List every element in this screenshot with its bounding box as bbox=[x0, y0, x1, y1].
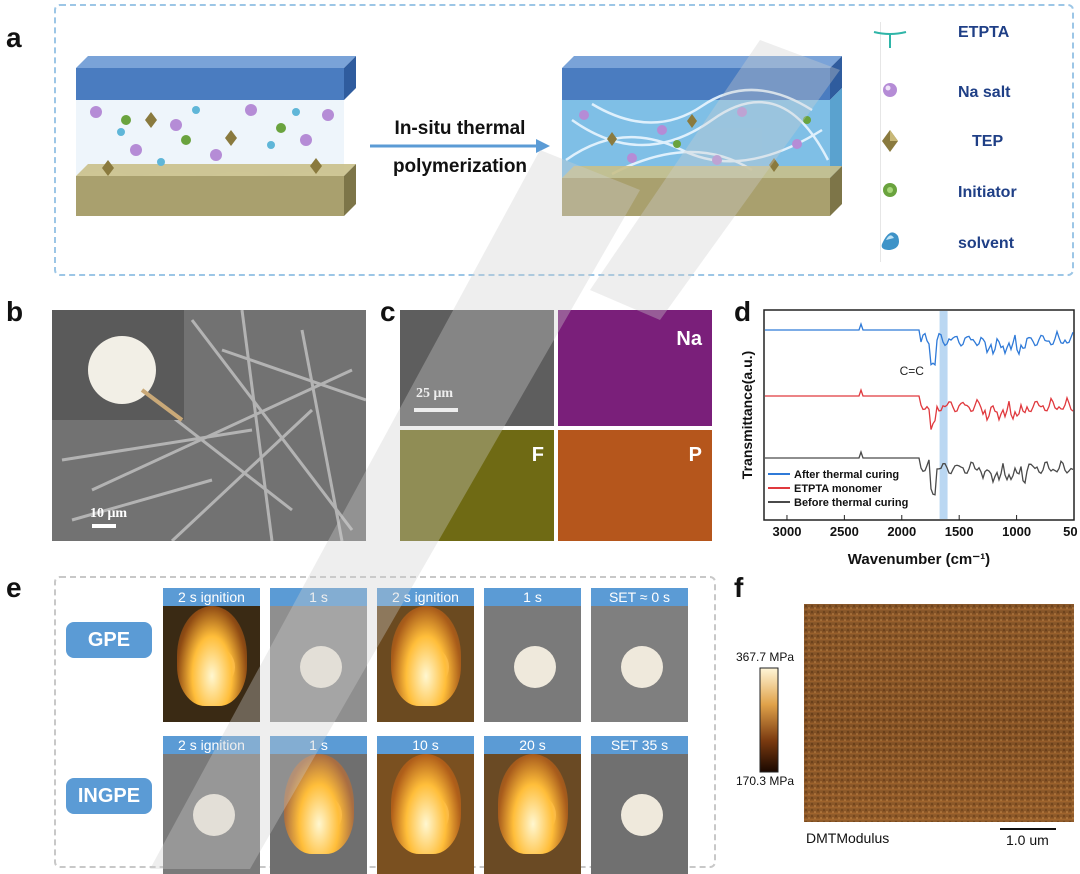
x-tick-label: 1500 bbox=[945, 524, 974, 539]
panel-label-f: f bbox=[734, 572, 744, 603]
ftir-chart: 3000 2500 2000 1500 1000 500 After thermal cu… bbox=[739, 309, 1078, 568]
flame-tile bbox=[163, 606, 260, 722]
flame-tile bbox=[270, 754, 367, 874]
legend-solvent: solvent bbox=[958, 235, 1015, 252]
scale-bar-c bbox=[414, 408, 458, 412]
flame-glow bbox=[391, 606, 461, 706]
scale-label-c: 25 μm bbox=[416, 386, 454, 401]
flame-glow bbox=[177, 606, 247, 706]
legend-icons bbox=[873, 31, 907, 250]
electrolyte-disc bbox=[621, 646, 663, 688]
x-tick-label: 1000 bbox=[1002, 524, 1031, 539]
flame-tile-label: 1 s bbox=[484, 588, 581, 606]
colorbar-max-label: 367.7 MPa bbox=[736, 650, 795, 664]
eds-map-p: P bbox=[558, 430, 712, 541]
series-line-2 bbox=[765, 449, 1074, 496]
arrow-label-line2: polymerization bbox=[392, 156, 528, 177]
polymerization-arrow bbox=[370, 139, 550, 153]
scale-bar-b bbox=[92, 524, 116, 528]
panel-label-c: c bbox=[380, 296, 396, 327]
flame-tile-label: 2 s ignition bbox=[163, 736, 260, 754]
panel-label-e: e bbox=[6, 572, 22, 603]
flame-tile bbox=[484, 754, 581, 874]
legend-label-2: Before thermal curing bbox=[794, 497, 908, 509]
panel-a-frame bbox=[54, 4, 1074, 276]
electrolyte-disc bbox=[621, 794, 663, 836]
series-line-1 bbox=[765, 387, 1074, 430]
flame-tile bbox=[377, 754, 474, 874]
flame-tile-label: 2 s ignition bbox=[377, 588, 474, 606]
electrolyte-disc bbox=[300, 646, 342, 688]
initiator-icon bbox=[883, 183, 897, 197]
legend-etpta: ETPTA bbox=[958, 24, 1010, 41]
flame-tile bbox=[484, 606, 581, 722]
flame-tile bbox=[377, 606, 474, 722]
sem-image-c: 25 μm bbox=[400, 310, 554, 426]
x-tick-label: 500 bbox=[1063, 524, 1078, 539]
flame-tile-label: 10 s bbox=[377, 736, 474, 754]
legend-label-0: After thermal curing bbox=[794, 469, 899, 481]
flame-glow bbox=[391, 754, 461, 854]
afm-channel-label: DMTModulus bbox=[806, 830, 890, 846]
x-tick-label: 2500 bbox=[830, 524, 859, 539]
flame-tile bbox=[270, 606, 367, 722]
panel-label-a: a bbox=[6, 22, 22, 53]
panel-label-d: d bbox=[734, 296, 752, 327]
flame-tile-label: 1 s bbox=[270, 588, 367, 606]
flame-tile-label: 1 s bbox=[270, 736, 367, 754]
legend-label-1: ETPTA monomer bbox=[794, 483, 883, 495]
legend-initiator: Initiator bbox=[958, 184, 1017, 201]
flame-tile bbox=[591, 754, 688, 874]
eds-label-na: Na bbox=[676, 328, 702, 350]
arrow-label-line1: In-situ thermal bbox=[394, 118, 526, 139]
row-label-gpe: GPE bbox=[66, 622, 152, 658]
electrolyte-after-diagram bbox=[562, 56, 842, 216]
sem-image-b: 10 μm bbox=[52, 310, 366, 541]
flame-glow bbox=[498, 754, 568, 854]
cc-annotation: C=C bbox=[900, 364, 925, 378]
colorbar bbox=[759, 667, 779, 773]
flame-tile-label: SET ≈ 0 s bbox=[591, 588, 688, 606]
y-axis-title: Transmittance(a.u.) bbox=[739, 351, 755, 479]
afm-scale-label: 1.0 um bbox=[1006, 832, 1049, 848]
plot-frame bbox=[763, 309, 1075, 521]
eds-map-na: Na bbox=[558, 310, 712, 426]
scale-label-b: 10 μm bbox=[90, 506, 128, 521]
electrolyte-disc bbox=[514, 646, 556, 688]
flame-tile bbox=[163, 754, 260, 874]
colorbar-min-label: 170.3 MPa bbox=[736, 774, 795, 788]
flame-tile bbox=[591, 606, 688, 722]
series-line-0 bbox=[765, 321, 1074, 367]
eds-label-f: F bbox=[531, 444, 544, 466]
flame-tile-label: 2 s ignition bbox=[163, 588, 260, 606]
na-salt-icon bbox=[883, 83, 897, 97]
electrolyte-disc bbox=[193, 794, 235, 836]
flame-glow bbox=[284, 754, 354, 854]
electrolyte-before-diagram bbox=[76, 56, 356, 216]
x-tick-label: 2000 bbox=[887, 524, 916, 539]
legend-na-salt: Na salt bbox=[958, 84, 1011, 101]
flame-tile-label: SET 35 s bbox=[591, 736, 688, 754]
panel-label-b: b bbox=[6, 296, 24, 327]
etpta-icon bbox=[873, 31, 907, 48]
solvent-icon bbox=[881, 232, 899, 250]
legend-tep: TEP bbox=[972, 133, 1004, 150]
afm-modulus-map bbox=[804, 604, 1074, 822]
x-tick-label: 3000 bbox=[773, 524, 802, 539]
legend-divider bbox=[880, 22, 881, 262]
eds-map-f: F bbox=[400, 430, 554, 541]
cc-highlight-band bbox=[939, 311, 948, 519]
afm-scale-bar bbox=[1000, 828, 1056, 830]
tep-icon bbox=[882, 130, 898, 152]
x-axis-title: Wavenumber (cm⁻¹) bbox=[848, 551, 990, 568]
eds-label-p: P bbox=[688, 444, 702, 466]
flame-tile-label: 20 s bbox=[484, 736, 581, 754]
row-label-ingpe: INGPE bbox=[66, 778, 152, 814]
